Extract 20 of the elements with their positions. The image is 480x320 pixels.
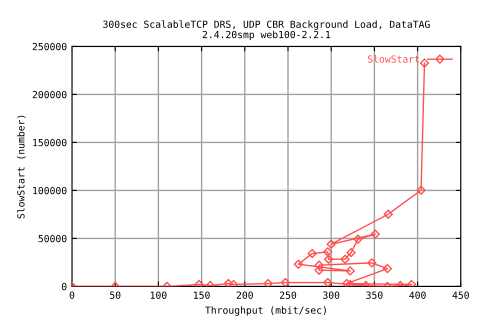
y-tick-label: 50000 [38, 234, 67, 242]
x-tick-label: 200 [236, 291, 253, 299]
y-tick-label: 250000 [32, 42, 67, 50]
legend-label: SlowStart [368, 55, 420, 63]
x-tick-label: 250 [280, 291, 296, 299]
x-axis-title: Throughput (mbit/sec) [205, 306, 326, 316]
x-tick-label: 450 [452, 291, 469, 299]
x-tick-label: 400 [409, 291, 426, 299]
x-tick-label: 100 [150, 291, 167, 299]
y-tick-label: 200000 [32, 90, 67, 98]
x-tick-label: 350 [366, 291, 383, 299]
x-tick-label: 150 [194, 291, 210, 299]
y-tick-label: 0 [62, 282, 67, 290]
x-tick-label: 50 [110, 291, 120, 299]
chart-title: 300sec ScalableTCP DRS, UDP CBR Background Load, DataTAG 2.4.20smp web100-2.2.1 [103, 20, 430, 40]
y-tick-label: 150000 [33, 138, 67, 146]
x-tick-label: 0 [70, 291, 74, 299]
y-axis-title: SlowStart (number) [17, 116, 26, 218]
x-tick-label: 300 [323, 291, 340, 299]
y-tick-label: 100000 [33, 186, 67, 194]
